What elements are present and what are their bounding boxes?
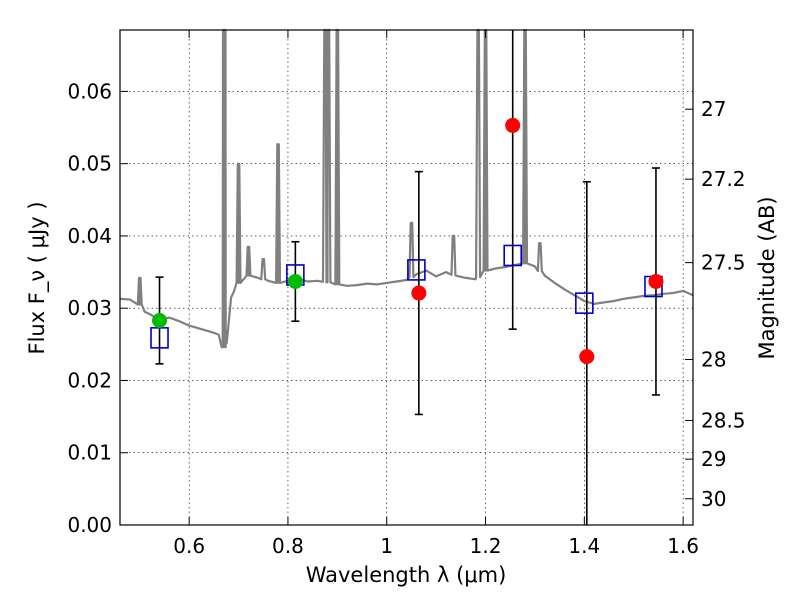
- plot-frame: [119, 29, 694, 526]
- spectrum-layer: [119, 28, 694, 349]
- y-tick-label: 0.01: [67, 441, 112, 465]
- right-tick-label: 27: [701, 97, 726, 121]
- x-tick-label: 1.4: [568, 534, 600, 558]
- right-tick-label: 27.5: [701, 251, 746, 275]
- model-square: [407, 259, 426, 281]
- observed-point: [579, 349, 595, 365]
- right-tick-label: 28.5: [701, 409, 746, 433]
- observed-point: [505, 117, 521, 133]
- model-square: [575, 292, 594, 314]
- observed-point: [411, 285, 427, 301]
- right-axis-title: Magnitude (AB): [755, 196, 779, 359]
- right-tick-label: 30: [701, 487, 726, 511]
- x-tick-label: 1: [380, 534, 393, 558]
- x-tick-label: 0.6: [173, 534, 205, 558]
- right-tick-label: 29: [701, 447, 726, 471]
- right-tick-label: 28: [701, 347, 726, 371]
- x-tick-label: 1.6: [667, 534, 699, 558]
- model-square: [503, 244, 523, 267]
- y-tick-label: 0.06: [67, 79, 112, 103]
- y-axis-title: Flux F_ν ( μJy ): [25, 201, 50, 354]
- y-tick-labels: 0.00 0.01 0.02 0.03 0.04 0.05 0.06: [67, 79, 112, 537]
- x-tick-label: 0.8: [272, 534, 304, 558]
- observed-point: [152, 312, 168, 328]
- grid-lines: [120, 30, 693, 525]
- y-tick-label: 0.05: [67, 152, 112, 176]
- tick-marks: [120, 30, 693, 526]
- observed-points-layer: [152, 117, 664, 365]
- y-tick-label: 0.04: [67, 224, 112, 248]
- right-tick-label: 27.2: [701, 167, 746, 191]
- observed-point: [287, 273, 303, 289]
- y-tick-label: 0.00: [67, 513, 112, 537]
- x-tick-labels: 0.6 0.8 1 1.2 1.4 1.6: [173, 534, 699, 558]
- y-tick-label: 0.03: [67, 296, 112, 320]
- x-axis-title: Wavelength λ (μm): [306, 563, 507, 587]
- right-tick-labels: 27 27.2 27.5 28 28.5 29 30: [701, 97, 746, 511]
- spectrum-line: [119, 28, 694, 349]
- x-tick-label: 1.2: [470, 534, 502, 558]
- y-tick-label: 0.02: [67, 368, 112, 392]
- observed-point: [648, 273, 664, 289]
